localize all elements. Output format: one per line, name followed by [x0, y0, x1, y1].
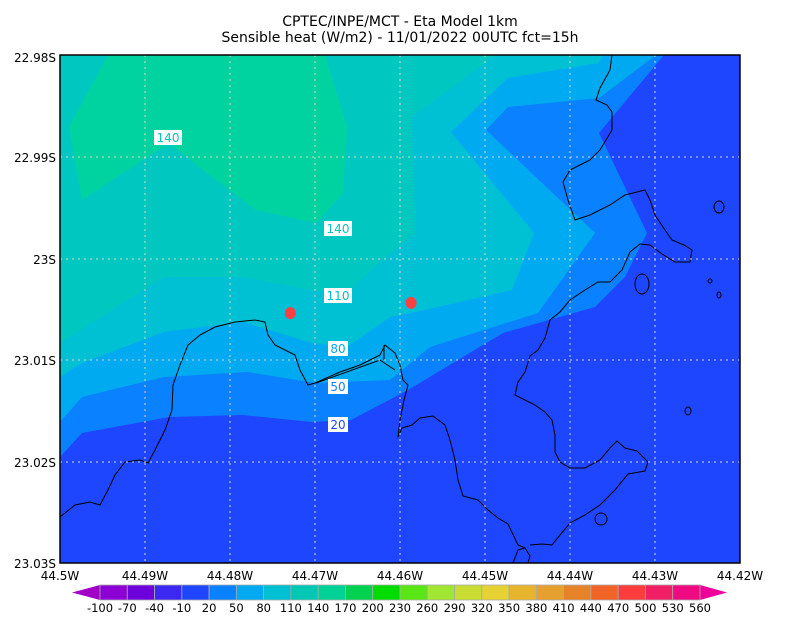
colorbar-swatch — [481, 584, 510, 601]
colorbar-label: 230 — [389, 601, 411, 615]
contour-label: 50 — [328, 379, 348, 394]
colorbar-label: 500 — [634, 601, 656, 615]
svg-text:140: 140 — [327, 222, 350, 236]
colorbar-low-arrow — [72, 585, 100, 600]
svg-text:50: 50 — [330, 380, 345, 394]
y-tick-label: 23.01S — [14, 354, 56, 368]
colorbar-swatch — [454, 584, 483, 601]
title-line-2: Sensible heat (W/m2) - 11/01/2022 00UTC … — [221, 30, 578, 46]
colorbar-label: 200 — [362, 601, 384, 615]
colorbar-swatch — [372, 584, 401, 601]
colorbar-swatch — [399, 584, 428, 601]
x-tick-label: 44.45W — [462, 569, 508, 583]
colorbar-label: 170 — [334, 601, 356, 615]
colorbar-label: 410 — [553, 601, 575, 615]
colorbar-label: 290 — [444, 601, 466, 615]
contour-labels: 140 140 110 80 50 20 — [154, 130, 352, 432]
x-tick-label: 44.5W — [41, 569, 80, 583]
colorbar-swatch — [426, 584, 455, 601]
colorbar-label: 50 — [229, 601, 244, 615]
colorbar-swatch — [181, 584, 210, 601]
x-axis-labels: 44.5W 44.49W 44.48W 44.47W 44.46W 44.45W… — [41, 569, 764, 583]
colorbar-swatch — [154, 584, 183, 601]
station-marker — [405, 296, 417, 309]
contour-label: 20 — [328, 417, 348, 432]
colorbar-label: 80 — [256, 601, 271, 615]
contour-label: 110 — [324, 288, 352, 303]
colorbar-swatch — [99, 584, 128, 601]
colorbar-label: -40 — [145, 601, 164, 615]
x-tick-label: 44.46W — [377, 569, 423, 583]
contour-label: 80 — [328, 341, 348, 356]
x-tick-label: 44.48W — [207, 569, 253, 583]
x-tick-label: 44.44W — [547, 569, 593, 583]
colorbar: -100 -70 -40 -10 20 50 80 110 140 170 200 230 260 290… — [72, 584, 727, 615]
colorbar-label: 530 — [662, 601, 684, 615]
y-tick-label: 22.99S — [14, 151, 56, 165]
colorbar-swatch — [672, 584, 701, 601]
filled-contours: 140 140 110 80 50 20 — [60, 55, 740, 563]
svg-text:80: 80 — [330, 342, 345, 356]
colorbar-high-arrow — [700, 585, 727, 600]
colorbar-swatch — [290, 584, 319, 601]
x-tick-label: 44.47W — [292, 569, 338, 583]
svg-text:140: 140 — [157, 131, 180, 145]
colorbar-swatch — [263, 584, 292, 601]
colorbar-swatch — [590, 584, 619, 601]
colorbar-label: 320 — [471, 601, 493, 615]
colorbar-label: 350 — [498, 601, 520, 615]
colorbar-swatch — [535, 584, 565, 601]
band-above-140 — [69, 55, 347, 223]
grid-lines — [60, 55, 740, 563]
y-tick-label: 23S — [33, 253, 56, 267]
title-line-1: CPTEC/INPE/MCT - Eta Model 1km — [282, 14, 518, 30]
colorbar-label: -70 — [118, 601, 137, 615]
x-tick-label: 44.49W — [122, 569, 168, 583]
svg-text:110: 110 — [327, 289, 350, 303]
colorbar-swatch — [345, 584, 374, 601]
coastline — [60, 55, 725, 563]
plot-frame — [59, 54, 741, 564]
colorbar-swatch — [508, 584, 537, 601]
colorbar-label: 380 — [525, 601, 547, 615]
colorbar-label: 440 — [580, 601, 602, 615]
colorbar-label: 110 — [280, 601, 302, 615]
station-markers — [284, 296, 417, 320]
colorbar-label: -100 — [87, 601, 113, 615]
contour-label: 140 — [324, 221, 352, 236]
station-marker — [284, 307, 296, 320]
y-axis-labels: 22.98S 22.99S 23S 23.01S 23.02S 23.03S — [14, 51, 56, 571]
svg-text:20: 20 — [330, 418, 345, 432]
contour-label: 140 — [154, 130, 182, 145]
x-tick-label: 44.43W — [632, 569, 678, 583]
x-tick-label: 44.42W — [717, 569, 763, 583]
colorbar-label: 140 — [307, 601, 329, 615]
colorbar-swatch — [617, 584, 646, 601]
y-tick-label: 22.98S — [14, 51, 56, 65]
colorbar-swatch — [208, 584, 237, 601]
colorbar-swatch — [126, 584, 155, 601]
colorbar-swatch — [645, 584, 674, 601]
y-tick-label: 23.03S — [14, 557, 56, 571]
colorbar-label: 560 — [689, 601, 711, 615]
colorbar-swatch — [235, 584, 265, 601]
colorbar-label: 20 — [202, 601, 217, 615]
colorbar-label: 470 — [607, 601, 629, 615]
colorbar-swatch — [563, 584, 592, 601]
y-tick-label: 23.02S — [14, 456, 56, 470]
colorbar-label: 260 — [416, 601, 438, 615]
colorbar-swatch — [317, 584, 346, 601]
colorbar-label: -10 — [172, 601, 191, 615]
